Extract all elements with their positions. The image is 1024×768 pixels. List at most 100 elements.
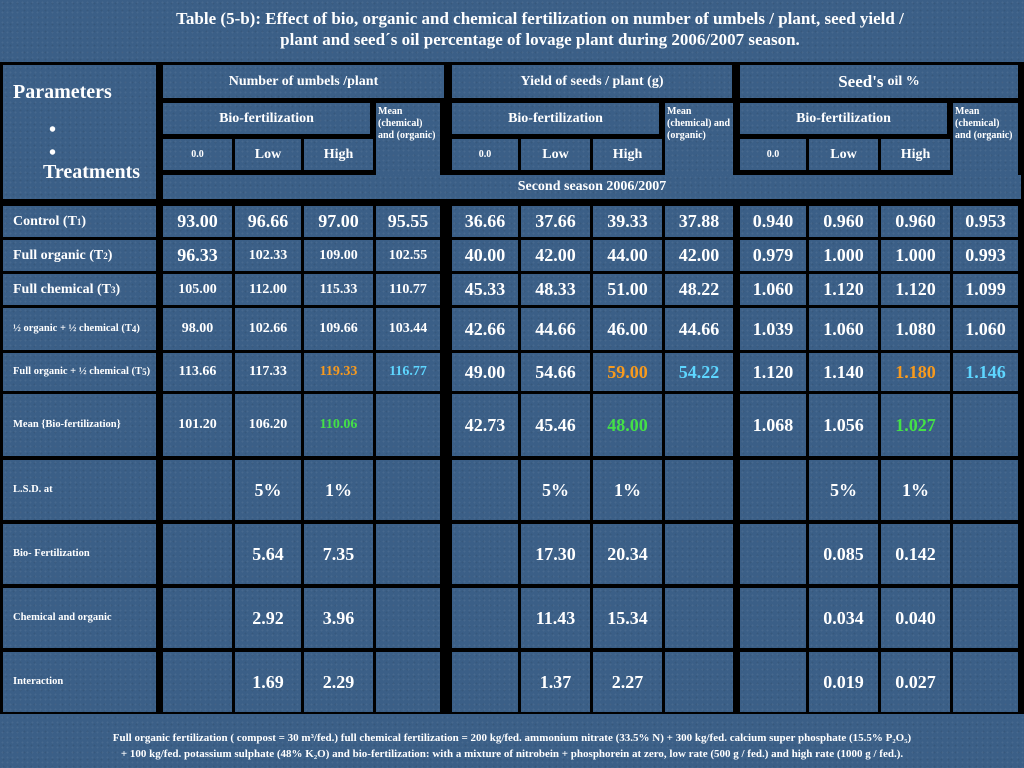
title-line-1: Table (5-b): Effect of bio, organic and … — [176, 9, 904, 28]
table-cell: 115.33 — [304, 274, 373, 305]
table-cell: 1.080 — [881, 308, 950, 350]
row-label-tail: ) — [81, 213, 87, 229]
group-header: Number of umbels /plant — [163, 65, 444, 98]
table-cell — [376, 524, 440, 584]
row-label-subscript: 3 — [111, 284, 116, 295]
table-cell: 1.120 — [740, 353, 806, 391]
table-cell: 97.00 — [304, 206, 373, 237]
row-label: Control (T 1) — [3, 206, 156, 237]
table-cell: 1.180 — [881, 353, 950, 391]
table-cell: 102.55 — [376, 240, 440, 271]
table-cell: 0.940 — [740, 206, 806, 237]
table-cell: 1.056 — [809, 394, 878, 456]
table-cell: 109.00 — [304, 240, 373, 271]
level-header: High — [593, 139, 662, 170]
table-cell: 1.060 — [740, 274, 806, 305]
table-cell: 0.953 — [953, 206, 1018, 237]
lsd-label: L.S.D. at — [3, 460, 156, 520]
table-cell: 96.66 — [235, 206, 301, 237]
table-cell: 59.00 — [593, 353, 662, 391]
row-label-text: Mean {Bio-fertilization} — [13, 419, 121, 430]
table-cell: 7.35 — [304, 524, 373, 584]
table-cell: 1.69 — [235, 652, 301, 712]
table-cell: 37.66 — [521, 206, 590, 237]
table-cell — [163, 588, 232, 648]
table-cell: 113.66 — [163, 353, 232, 391]
season-header: Second season 2006/2007 — [163, 175, 1021, 199]
table-cell — [163, 460, 232, 520]
table-cell: 3.96 — [304, 588, 373, 648]
row-label-tail: ) — [136, 323, 140, 334]
table-cell: 1.060 — [809, 308, 878, 350]
table-cell: 1.068 — [740, 394, 806, 456]
table-cell: 0.993 — [953, 240, 1018, 271]
footnote-line-1: Full organic fertilization ( compost = 3… — [112, 732, 912, 744]
table-cell: 101.20 — [163, 394, 232, 456]
table-cell: 119.33 — [304, 353, 373, 391]
table-cell: 49.00 — [452, 353, 518, 391]
table-cell: 110.77 — [376, 274, 440, 305]
table-cell: 1.039 — [740, 308, 806, 350]
table-cell — [665, 588, 733, 648]
table-cell: 37.88 — [665, 206, 733, 237]
table-cell: 102.33 — [235, 240, 301, 271]
table-cell: 0.960 — [881, 206, 950, 237]
row-label-tail: ) — [107, 247, 113, 263]
table-cell — [376, 460, 440, 520]
table-cell — [740, 524, 806, 584]
row-label-tail: ) — [115, 281, 121, 297]
table-cell: 42.73 — [452, 394, 518, 456]
table-cell: 44.66 — [521, 308, 590, 350]
table-cell: 2.27 — [593, 652, 662, 712]
table-title: Table (5-b): Effect of bio, organic and … — [60, 8, 1020, 50]
table-cell: 39.33 — [593, 206, 662, 237]
bio-fertilization-header: Bio-fertilization — [740, 103, 947, 134]
table-cell: 105.00 — [163, 274, 232, 305]
row-label: Full organic + ½ chemical (T 5) — [3, 353, 156, 391]
table-cell: 102.66 — [235, 308, 301, 350]
table-cell: 103.44 — [376, 308, 440, 350]
corner-cell: Parameters • • Treatments — [3, 65, 156, 199]
footnote: Full organic fertilization ( compost = 3… — [10, 730, 1014, 762]
table-cell: 1.000 — [809, 240, 878, 271]
table-cell: 1.027 — [881, 394, 950, 456]
table-cell: 15.34 — [593, 588, 662, 648]
table-cell — [665, 652, 733, 712]
table-cell: 110.06 — [304, 394, 373, 456]
table-cell — [740, 588, 806, 648]
table-cell: 54.66 — [521, 353, 590, 391]
table-cell: 17.30 — [521, 524, 590, 584]
group-header-small: oil % — [887, 73, 920, 89]
table-cell: 93.00 — [163, 206, 232, 237]
table-cell: 1.000 — [881, 240, 950, 271]
table-cell: 0.040 — [881, 588, 950, 648]
table-cell: 1.120 — [809, 274, 878, 305]
table-cell: 44.66 — [665, 308, 733, 350]
table-cell — [376, 394, 440, 456]
level-header: Low — [809, 139, 878, 170]
table-cell — [376, 588, 440, 648]
level-header: Low — [521, 139, 590, 170]
table-cell — [665, 460, 733, 520]
table-cell — [163, 652, 232, 712]
level-header: 0.0 — [740, 139, 806, 170]
table-cell — [452, 524, 518, 584]
table-cell: 46.00 — [593, 308, 662, 350]
table-cell: 5% — [809, 460, 878, 520]
group-header-main: Seed's — [838, 71, 884, 91]
row-label-text: Control (T — [13, 213, 77, 229]
parameters-label: Parameters — [13, 81, 112, 103]
row-label-text: ½ organic + ½ chemical (T — [13, 323, 132, 334]
group-header: Yield of seeds / plant (g) — [452, 65, 732, 98]
level-header: Low — [235, 139, 301, 170]
table-cell: 0.960 — [809, 206, 878, 237]
table-cell: 2.29 — [304, 652, 373, 712]
row-label-subscript: 5 — [142, 367, 147, 377]
table-cell: 116.77 — [376, 353, 440, 391]
table-cell: 1% — [881, 460, 950, 520]
table-cell: 106.20 — [235, 394, 301, 456]
row-label: ½ organic + ½ chemical (T 4) — [3, 308, 156, 350]
table-cell — [953, 394, 1018, 456]
title-line-2: plant and seed´s oil percentage of lovag… — [280, 30, 800, 49]
table-cell — [953, 652, 1018, 712]
